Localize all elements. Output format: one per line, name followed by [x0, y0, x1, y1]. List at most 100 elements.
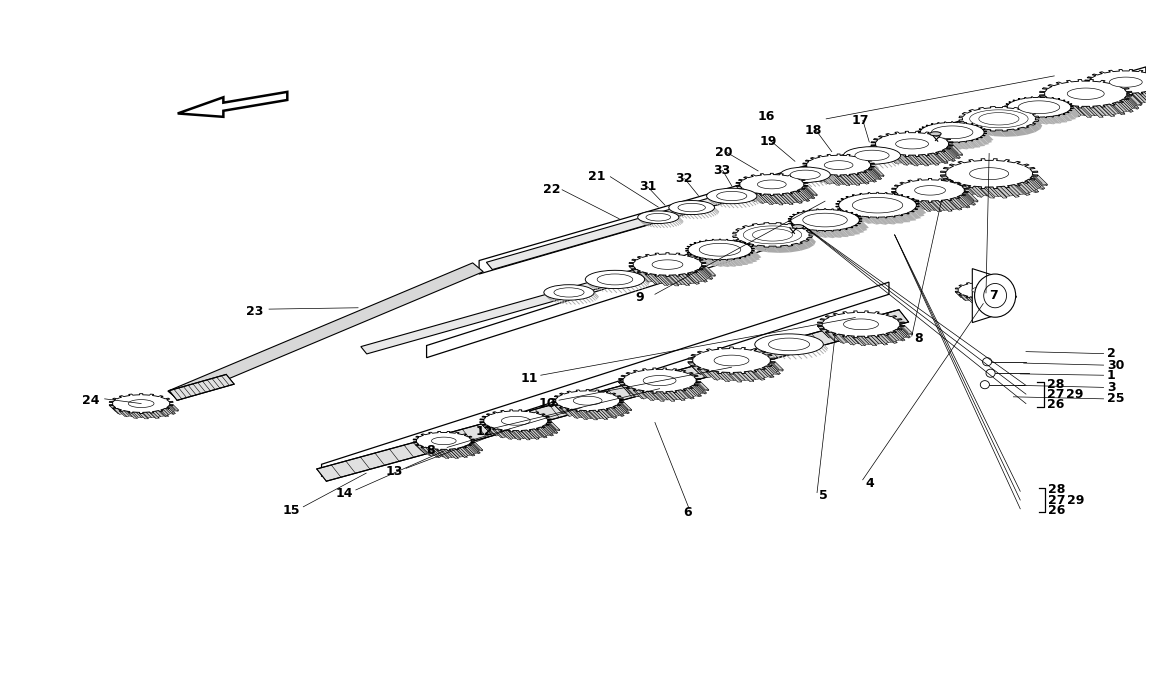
Polygon shape: [529, 430, 539, 439]
Polygon shape: [1092, 106, 1103, 117]
Polygon shape: [421, 447, 431, 456]
Polygon shape: [1013, 113, 1021, 122]
Polygon shape: [797, 226, 805, 234]
Polygon shape: [616, 405, 628, 414]
Polygon shape: [692, 272, 705, 282]
Polygon shape: [656, 276, 668, 285]
Polygon shape: [902, 196, 913, 206]
Polygon shape: [715, 372, 727, 380]
Polygon shape: [866, 217, 876, 225]
Polygon shape: [124, 410, 132, 417]
Polygon shape: [122, 410, 130, 417]
Polygon shape: [1112, 104, 1125, 115]
Text: 28: 28: [1046, 378, 1064, 391]
Polygon shape: [804, 184, 813, 195]
Polygon shape: [912, 155, 921, 165]
Polygon shape: [1088, 87, 1102, 97]
Polygon shape: [950, 200, 961, 210]
Polygon shape: [1102, 92, 1114, 102]
Polygon shape: [692, 366, 705, 375]
Polygon shape: [1109, 92, 1120, 103]
Polygon shape: [800, 189, 813, 199]
Polygon shape: [776, 194, 789, 204]
Polygon shape: [1112, 103, 1125, 114]
Ellipse shape: [780, 167, 830, 182]
Polygon shape: [857, 174, 869, 184]
Polygon shape: [942, 141, 952, 150]
Polygon shape: [987, 298, 996, 304]
Polygon shape: [773, 194, 785, 204]
Polygon shape: [466, 445, 476, 454]
Polygon shape: [1105, 92, 1117, 101]
Polygon shape: [918, 155, 929, 166]
Polygon shape: [729, 374, 742, 382]
Polygon shape: [822, 326, 831, 335]
Polygon shape: [623, 402, 631, 411]
Polygon shape: [1075, 106, 1084, 115]
Polygon shape: [988, 130, 1006, 137]
Polygon shape: [519, 432, 530, 440]
Polygon shape: [751, 371, 761, 380]
Polygon shape: [1014, 115, 1025, 122]
Polygon shape: [908, 155, 919, 166]
Polygon shape: [447, 450, 459, 458]
Polygon shape: [903, 214, 911, 222]
Polygon shape: [933, 141, 943, 148]
Polygon shape: [718, 372, 727, 381]
Polygon shape: [871, 336, 880, 344]
Polygon shape: [754, 370, 765, 380]
Polygon shape: [513, 430, 524, 438]
Polygon shape: [871, 335, 883, 344]
Polygon shape: [932, 201, 944, 210]
Polygon shape: [673, 275, 685, 284]
Polygon shape: [1034, 119, 1042, 129]
Polygon shape: [152, 412, 159, 418]
Polygon shape: [163, 408, 170, 415]
Polygon shape: [666, 275, 675, 286]
Polygon shape: [843, 175, 856, 184]
Polygon shape: [964, 191, 974, 201]
Polygon shape: [637, 271, 650, 281]
Polygon shape: [485, 423, 493, 432]
Polygon shape: [480, 410, 552, 432]
Polygon shape: [466, 446, 474, 454]
Polygon shape: [542, 426, 552, 434]
Polygon shape: [139, 413, 148, 419]
Polygon shape: [927, 156, 938, 165]
Polygon shape: [831, 175, 844, 184]
Polygon shape: [716, 260, 728, 267]
Polygon shape: [976, 298, 984, 304]
Polygon shape: [129, 413, 137, 419]
Polygon shape: [849, 174, 861, 184]
Polygon shape: [827, 331, 837, 339]
Polygon shape: [734, 372, 745, 380]
Polygon shape: [1048, 102, 1059, 112]
Polygon shape: [959, 107, 1038, 131]
Polygon shape: [700, 266, 711, 277]
Polygon shape: [833, 335, 844, 344]
Polygon shape: [662, 275, 675, 285]
Text: 26: 26: [1048, 503, 1065, 516]
Polygon shape: [1122, 94, 1132, 104]
Polygon shape: [978, 137, 989, 145]
Polygon shape: [683, 389, 695, 398]
Polygon shape: [756, 193, 768, 203]
Polygon shape: [592, 410, 600, 419]
Polygon shape: [685, 389, 693, 397]
Polygon shape: [1092, 89, 1105, 99]
Polygon shape: [751, 192, 760, 201]
Polygon shape: [899, 326, 912, 335]
Text: 25: 25: [1107, 392, 1125, 405]
Polygon shape: [1119, 95, 1132, 104]
Polygon shape: [623, 382, 633, 391]
Polygon shape: [1127, 95, 1142, 104]
Polygon shape: [959, 196, 968, 206]
Ellipse shape: [754, 334, 823, 355]
Polygon shape: [846, 175, 857, 185]
Polygon shape: [114, 408, 123, 415]
Polygon shape: [700, 268, 710, 277]
Polygon shape: [614, 405, 624, 414]
Polygon shape: [928, 202, 942, 212]
Ellipse shape: [597, 274, 632, 285]
Polygon shape: [895, 156, 907, 165]
